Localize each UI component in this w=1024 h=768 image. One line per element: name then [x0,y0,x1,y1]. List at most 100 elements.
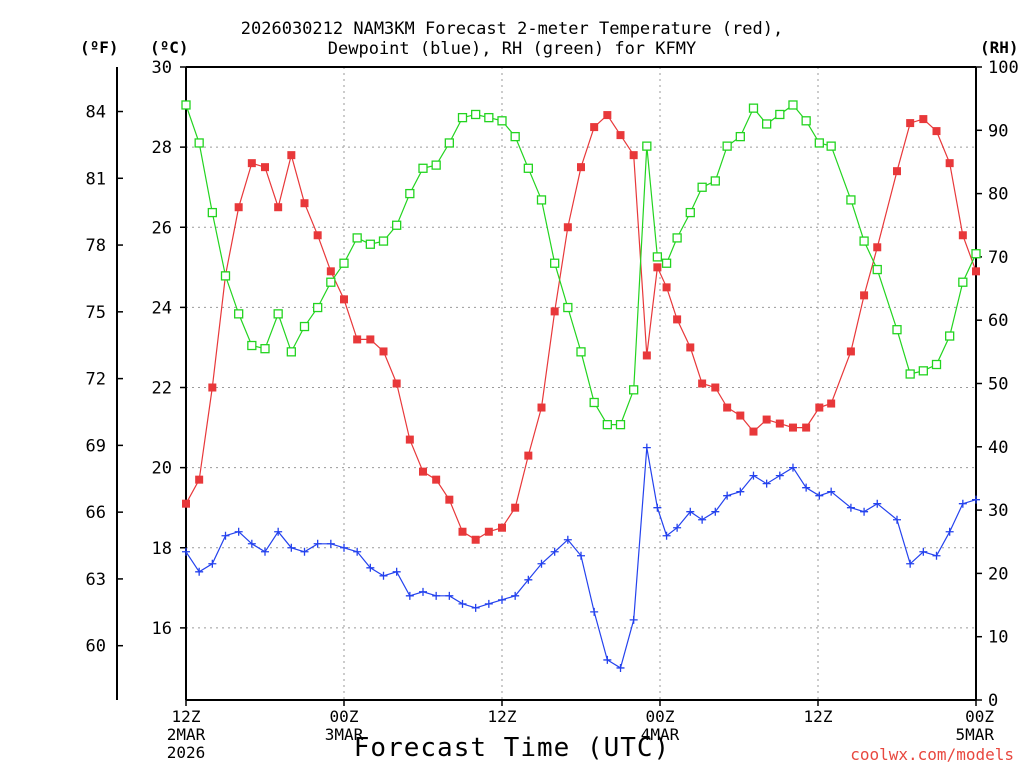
celsius-tick-label: 22 [152,379,172,399]
rh-point [497,116,507,126]
dewpoint-point [247,539,256,548]
rh-point [589,397,599,408]
temperature-point [642,351,651,360]
temperature-point [247,159,256,168]
temperature-point [749,427,758,436]
rh-tick-label: 30 [988,501,1008,521]
temperature-point [711,383,720,392]
rh-point [286,347,296,357]
rh-point [685,207,695,218]
rh-point [339,258,349,268]
rh-point [945,331,955,341]
temperature-point [432,475,441,484]
rh-point [444,138,454,148]
dewpoint-point [419,587,427,596]
temperature-point [945,159,954,168]
dewpoint-point [274,527,283,536]
rh-point [629,385,639,395]
dewpoint-point [686,507,695,516]
temperature-point [958,231,967,240]
rh-point [563,302,573,313]
rh-point [826,141,836,151]
dewpoint-point [616,663,625,672]
temperature-point [405,435,414,444]
dewpoint-point [550,547,559,556]
rh-point [207,207,217,218]
dewpoint-point [524,575,533,584]
dewpoint-point [287,543,296,552]
rh-tick-label: 60 [988,311,1008,331]
temperature-point [563,223,572,232]
temperature-point [932,127,941,136]
rh-point [392,220,402,230]
x-tick-label: 00Z [965,707,994,726]
dewpoint-point [471,603,480,612]
dewpoint-point [261,547,269,556]
rh-point [710,176,720,186]
temperature-point [893,167,901,176]
fahrenheit-tick-label: 84 [86,103,106,123]
rh-point [652,252,663,262]
fahrenheit-tick-label: 66 [86,503,106,523]
chart-title-line2: Dewpoint (blue), RH (green) for KFMY [327,39,697,59]
dewpoint-point [906,559,915,568]
dewpoint-point [379,571,388,580]
dewpoint-point [577,551,585,560]
rh-point [814,138,824,148]
celsius-tick-label: 18 [152,539,172,559]
rh-point [405,188,415,199]
x-tick-label: 2026 [167,743,206,762]
dewpoint-point [723,491,732,500]
rh-point [615,419,626,430]
rh-tick-label: 80 [988,185,1008,205]
temperature-point [537,403,546,412]
temperature-point [815,403,824,412]
dewpoint-point [563,535,572,544]
dewpoint-point [873,499,882,508]
rh-point [365,239,375,249]
celsius-unit-label: (ºC) [150,38,189,57]
rh-point [326,277,336,287]
dewpoint-point [749,471,758,480]
rh-point [775,109,785,120]
dewpoint-point [300,547,309,556]
rh-tick-label: 70 [988,248,1008,268]
temperature-point [550,307,559,316]
rh-point [457,112,468,123]
temperature-point [313,231,322,240]
rh-point [550,258,560,268]
dewpoint-point [432,591,441,600]
rh-point [735,131,745,142]
celsius-tick-label: 30 [152,58,172,78]
dewpoint-point [234,527,243,536]
temperature-point [484,527,493,536]
rh-point [181,100,191,110]
rh-point [273,309,283,319]
dewpoint-point [775,471,784,480]
rh-point [672,233,682,243]
fahrenheit-tick-label: 72 [86,370,106,390]
celsius-tick-label: 26 [152,218,172,238]
rh-tick-label: 100 [988,58,1019,78]
fahrenheit-tick-label: 81 [86,169,106,189]
celsius-tick-label: 20 [152,459,172,479]
rh-point [642,141,652,151]
rh-point [247,340,257,351]
celsius-tick-label: 24 [152,298,172,318]
dewpoint-point [846,503,855,512]
temperature-point [603,111,612,120]
dewpoint-point [673,523,682,532]
rh-tick-label: 50 [988,375,1008,395]
rh-point [220,271,231,281]
temperature-point [736,411,745,420]
x-tick-label: 5MAR [955,725,994,744]
temperature-point [827,399,836,408]
rh-point [801,116,811,126]
dewpoint-point [603,655,612,664]
dewpoint-point [788,463,797,472]
temperature-point [662,283,671,292]
dewpoint-point [498,595,506,604]
rh-point [892,325,902,335]
temperature-point [802,423,811,432]
dewpoint-point [445,591,454,600]
